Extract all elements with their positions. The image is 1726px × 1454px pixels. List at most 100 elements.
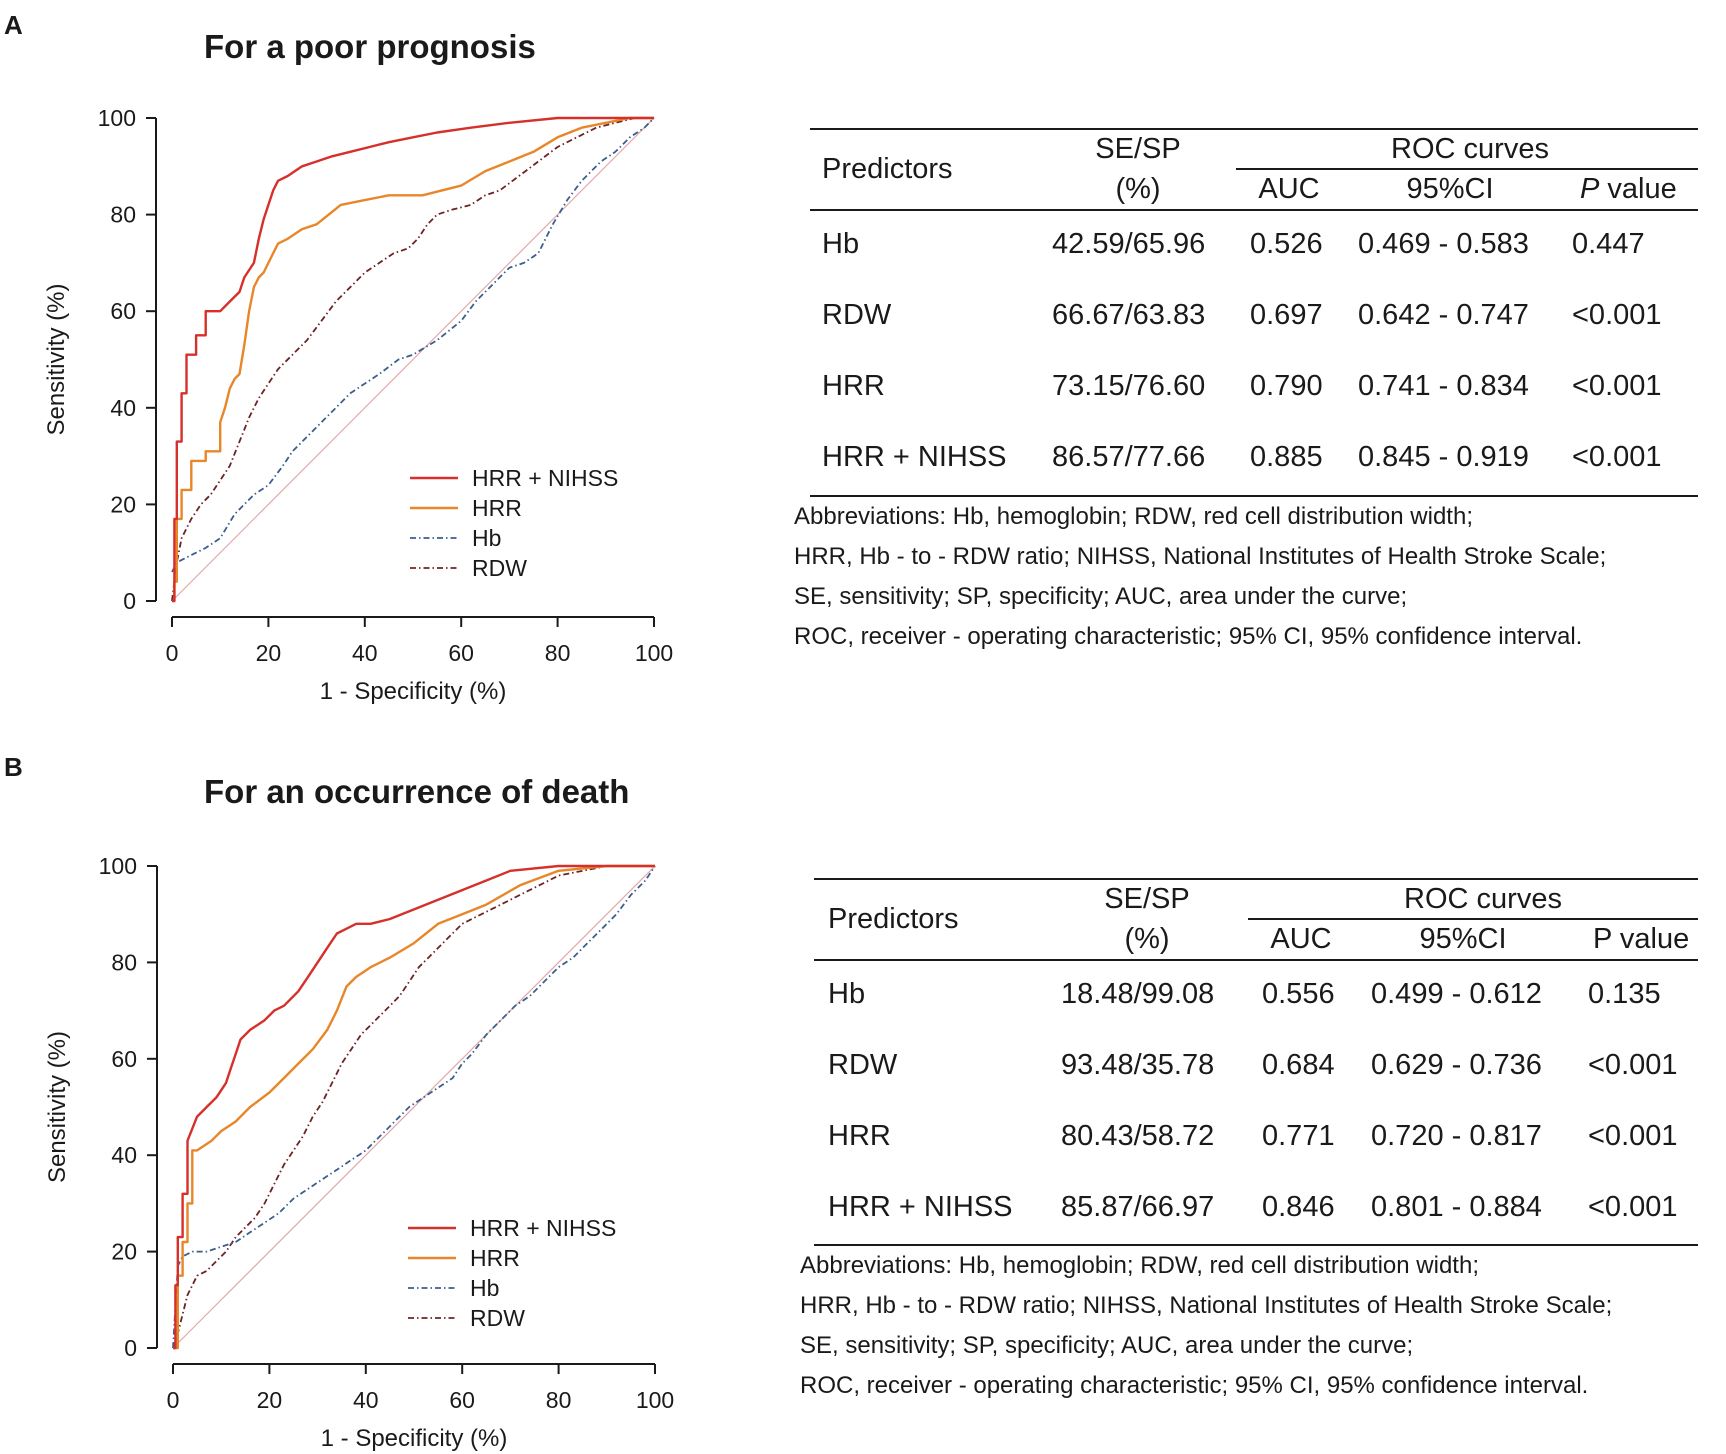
table-top-rule (810, 128, 1698, 130)
cell-sesp: 66.67/63.83 (1052, 299, 1206, 331)
cell-auc: 0.790 (1250, 370, 1323, 402)
cell-auc: 0.885 (1250, 441, 1323, 473)
cell-p: <0.001 (1588, 1049, 1678, 1081)
roc-curve-hb (172, 865, 656, 1349)
cell-p: 0.447 (1572, 228, 1645, 260)
legend-label: Hb (472, 525, 501, 551)
reference-diagonal (171, 117, 655, 602)
x-tick-label: 40 (352, 640, 378, 666)
legend-label: RDW (472, 555, 527, 581)
col-header-auc: AUC (1258, 173, 1320, 205)
roc-curve-hrr (173, 864, 655, 1350)
col-header-auc: AUC (1270, 923, 1332, 955)
col-header-roc-curves: ROC curves (1391, 133, 1549, 165)
y-tick-label: 100 (98, 105, 136, 131)
roc-curve-rdw (172, 865, 655, 1349)
legend-label: Hb (470, 1275, 499, 1301)
x-tick-label: 0 (167, 1387, 180, 1413)
cell-sesp: 93.48/35.78 (1061, 1049, 1215, 1081)
col-header-ci: 95%CI (1419, 923, 1507, 955)
cell-p: <0.001 (1572, 299, 1662, 331)
cell-predictor: HRR + NIHSS (822, 441, 1007, 473)
x-axis-label: 1 - Specificity (%) (320, 678, 507, 705)
x-tick-label: 80 (545, 640, 571, 666)
x-tick-label: 20 (257, 1387, 283, 1413)
cell-p: <0.001 (1572, 370, 1662, 402)
y-tick-label: 0 (123, 588, 136, 614)
chart-title-b: For an occurrence of death (204, 773, 630, 810)
chart-title-a: For a poor prognosis (204, 28, 536, 65)
roc-curve-hrr-nihss (172, 116, 654, 603)
y-tick-label: 40 (111, 1142, 137, 1168)
x-tick-label: 100 (635, 640, 673, 666)
cell-predictor: RDW (828, 1049, 898, 1081)
col-header-ci: 95%CI (1406, 173, 1494, 205)
cell-sesp: 42.59/65.96 (1052, 228, 1206, 260)
cell-sesp: 85.87/66.97 (1061, 1191, 1215, 1223)
panel-letter-a: A (4, 10, 23, 40)
p-label: value (1599, 173, 1677, 205)
abbreviations-b: Abbreviations: Hb, hemoglobin; RDW, red … (800, 1246, 1612, 1406)
cell-auc: 0.526 (1250, 228, 1323, 260)
y-tick-label: 60 (110, 298, 136, 324)
table-bottom-rule (810, 495, 1698, 497)
roc-curve-hrr-nihss (173, 864, 655, 1350)
x-axis-label: 1 - Specificity (%) (321, 1425, 508, 1452)
abbreviation-line: ROC, receiver - operating characteristic… (794, 623, 1583, 650)
table-header-rule (810, 209, 1698, 211)
cell-ci: 0.642 - 0.747 (1358, 299, 1529, 331)
cell-predictor: Hb (828, 978, 866, 1010)
cell-auc: 0.771 (1262, 1120, 1335, 1152)
panel-letter-b: B (4, 752, 23, 782)
y-tick-label: 100 (99, 853, 137, 879)
cell-ci: 0.801 - 0.884 (1371, 1191, 1542, 1223)
table-mid-rule (1236, 168, 1698, 170)
table-bottom-rule (814, 1244, 1698, 1246)
x-tick-label: 60 (449, 1387, 475, 1413)
y-axis-label: Sensitivity (%) (44, 1031, 71, 1183)
y-tick-label: 80 (110, 202, 136, 228)
cell-predictor: RDW (822, 299, 892, 331)
p-italic: P (1580, 173, 1600, 205)
y-tick-label: 40 (110, 395, 136, 421)
legend-label: HRR + NIHSS (470, 1215, 616, 1241)
y-tick-label: 0 (124, 1335, 137, 1361)
reference-diagonal (172, 865, 656, 1349)
cell-auc: 0.697 (1250, 299, 1323, 331)
cell-p: 0.135 (1588, 978, 1661, 1010)
col-header-sesp: SE/SP (1095, 133, 1181, 165)
abbreviation-line: HRR, Hb - to - RDW ratio; NIHSS, Nationa… (794, 543, 1607, 570)
cell-auc: 0.846 (1262, 1191, 1335, 1223)
cell-p: <0.001 (1588, 1120, 1678, 1152)
cell-auc: 0.556 (1262, 978, 1335, 1010)
table-header-rule (814, 959, 1698, 961)
x-tick-label: 80 (546, 1387, 572, 1413)
legend-label: HRR (472, 495, 522, 521)
roc-chart-a: 0 20 40 60 80 100 0 20 40 60 80 100 1 - Specificity … (43, 105, 673, 705)
table-top-rule (814, 878, 1698, 880)
cell-p: <0.001 (1572, 441, 1662, 473)
col-header-sesp: SE/SP (1104, 883, 1190, 915)
abbreviation-line: HRR, Hb - to - RDW ratio; NIHSS, Nationa… (800, 1292, 1613, 1319)
cell-ci: 0.629 - 0.736 (1371, 1049, 1542, 1081)
cell-sesp: 18.48/99.08 (1061, 978, 1215, 1010)
col-header-sesp-unit: (%) (1115, 173, 1161, 205)
abbreviation-line: SE, sensitivity; SP, specificity; AUC, a… (800, 1332, 1414, 1359)
cell-sesp: 73.15/76.60 (1052, 370, 1206, 402)
abbreviation-line: Abbreviations: Hb, hemoglobin; RDW, red … (800, 1252, 1479, 1279)
y-tick-label: 80 (111, 949, 137, 975)
cell-sesp: 86.57/77.66 (1052, 441, 1206, 473)
col-header-roc-curves: ROC curves (1404, 883, 1562, 915)
y-axis-label: Sensitivity (%) (43, 283, 70, 435)
col-header-p-value: P value (1593, 923, 1689, 956)
cell-ci: 0.469 - 0.583 (1358, 228, 1529, 260)
cell-ci: 0.720 - 0.817 (1371, 1120, 1542, 1152)
y-tick-label: 20 (110, 491, 136, 517)
cell-p: <0.001 (1588, 1191, 1678, 1223)
abbreviation-line: ROC, receiver - operating characteristic… (800, 1372, 1589, 1399)
cell-ci: 0.741 - 0.834 (1358, 370, 1529, 402)
cell-predictor: Hb (822, 228, 860, 260)
col-header-predictors: Predictors (828, 903, 959, 935)
abbreviation-line: SE, sensitivity; SP, specificity; AUC, a… (794, 583, 1408, 610)
